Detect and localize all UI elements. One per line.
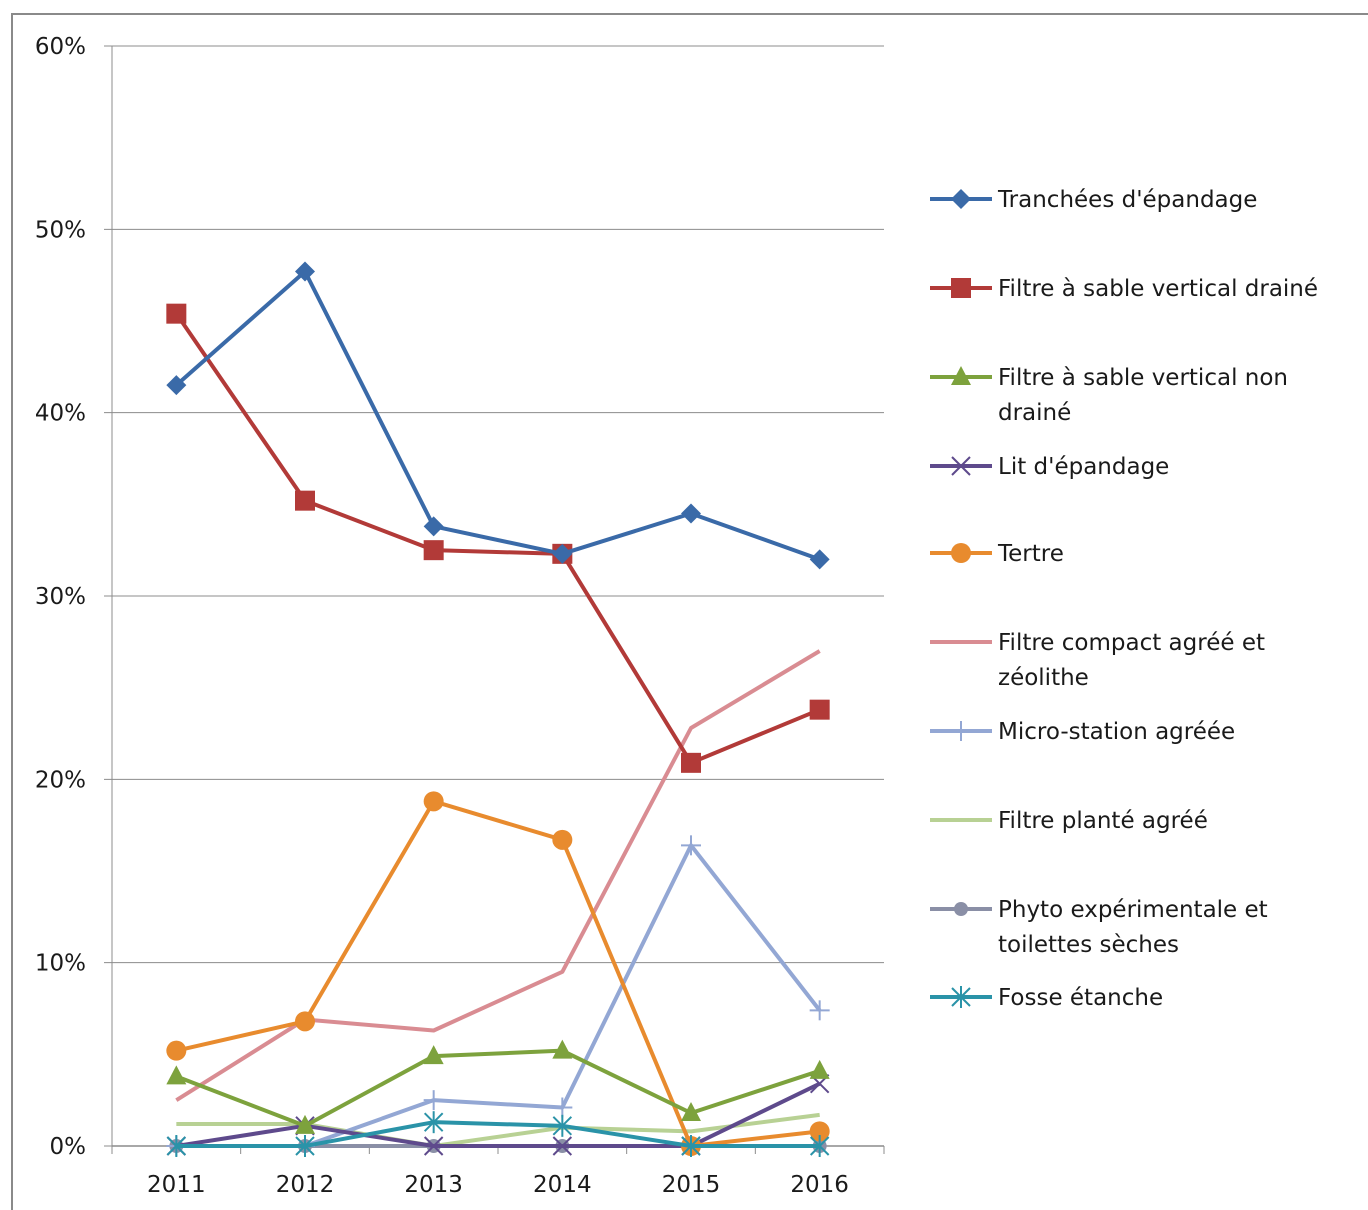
- series-line: [175, 649, 821, 1102]
- gridlines: [104, 45, 884, 1147]
- legend-item: Fosse étanche: [930, 985, 1163, 1011]
- data-point: [809, 1059, 830, 1079]
- series-4: [166, 791, 830, 1156]
- y-tick-label: 10%: [35, 951, 86, 977]
- x-tick-label: 2012: [276, 1172, 335, 1198]
- x-tick-label: 2014: [533, 1172, 592, 1198]
- y-tick-label: 0%: [50, 1134, 87, 1160]
- legend-label: Tranchées d'épandage: [997, 187, 1257, 213]
- legend-label: drainé: [998, 400, 1071, 426]
- data-point: [681, 1102, 701, 1121]
- axes: 0% 10% 20% 30% 40% 50% 60% 2011 2012 2013 2014 2015…: [35, 34, 885, 1198]
- data-point: [166, 1040, 187, 1061]
- legend-label: Phyto expérimentale et: [998, 897, 1268, 923]
- legend: Tranchées d'épandage Filtre à sable verti…: [930, 187, 1318, 1011]
- legend-label: Filtre compact agréé et: [998, 630, 1265, 656]
- data-point: [295, 261, 315, 282]
- legend-marker: [951, 721, 971, 741]
- data-point: [166, 1135, 187, 1157]
- data-point: [809, 1121, 830, 1142]
- legend-label: Fosse étanche: [998, 985, 1163, 1011]
- legend-item: Filtre à sable vertical non drainé: [930, 365, 1288, 426]
- legend-marker: [954, 902, 968, 916]
- legend-item: Filtre planté agréé: [930, 808, 1208, 834]
- data-point: [681, 503, 701, 524]
- x-tick-label: 2011: [147, 1172, 206, 1198]
- y-tick-label: 40%: [35, 401, 86, 427]
- series-7: [176, 1112, 820, 1148]
- series-line: [176, 1112, 820, 1148]
- x-tick-label: 2013: [404, 1172, 463, 1198]
- data-point: [552, 1114, 573, 1137]
- data-point: [681, 835, 701, 856]
- legend-label: Tertre: [997, 541, 1064, 567]
- data-point: [552, 1136, 573, 1156]
- data-point: [809, 549, 830, 570]
- series-5: [175, 649, 821, 1102]
- x-tick-label: 2016: [790, 1172, 849, 1198]
- legend-item: Tertre: [930, 541, 1064, 567]
- data-point: [809, 1000, 830, 1021]
- legend-item: Lit d'épandage: [930, 454, 1169, 480]
- data-point: [423, 1111, 444, 1134]
- series-line: [176, 1081, 821, 1148]
- data-point: [423, 516, 444, 537]
- series-line: [175, 269, 821, 562]
- y-tick-label: 50%: [35, 217, 86, 243]
- series-line: [174, 312, 821, 765]
- data-point: [552, 829, 573, 850]
- legend-label: Lit d'épandage: [998, 454, 1169, 480]
- data-point: [809, 699, 830, 720]
- data-point: [809, 1135, 830, 1157]
- y-tick-label: 60%: [35, 34, 86, 60]
- legend-marker: [951, 278, 971, 298]
- data-point: [423, 1045, 444, 1065]
- legend-item: Filtre à sable vertical drainé: [930, 276, 1318, 302]
- legend-label: Filtre à sable vertical drainé: [998, 276, 1318, 302]
- legend-marker: [951, 456, 971, 476]
- data-point: [166, 1065, 187, 1085]
- series-6: [166, 835, 830, 1156]
- data-point: [423, 540, 444, 561]
- series-line: [175, 799, 820, 1148]
- series-9: [166, 1111, 830, 1157]
- legend-label: Filtre planté agréé: [998, 808, 1208, 834]
- legend-label: Filtre à sable vertical non: [998, 365, 1288, 391]
- data-point: [423, 1136, 444, 1156]
- series-lines: [166, 261, 830, 1157]
- x-tick-label: 2015: [662, 1172, 721, 1198]
- data-point: [295, 1135, 315, 1157]
- legend-item: Filtre compact agréé et zéolithe: [930, 630, 1265, 691]
- series-0: [166, 261, 830, 570]
- data-point: [681, 1135, 701, 1157]
- legend-marker: [951, 189, 971, 209]
- legend-marker: [951, 543, 971, 563]
- data-point: [295, 1011, 315, 1032]
- legend-marker: [951, 366, 971, 385]
- data-point: [166, 375, 187, 396]
- legend-label: Micro-station agréée: [998, 719, 1235, 745]
- series-line: [176, 1120, 820, 1148]
- data-point: [295, 1114, 315, 1134]
- data-point: [552, 543, 573, 564]
- data-point: [552, 1097, 573, 1118]
- data-point: [166, 303, 187, 324]
- data-point: [295, 490, 315, 511]
- legend-item: Tranchées d'épandage: [930, 187, 1257, 213]
- legend-item: Phyto expérimentale et toilettes sèches: [930, 897, 1268, 958]
- data-point: [552, 1039, 573, 1059]
- y-tick-label: 30%: [35, 584, 86, 610]
- chart-frame: [11, 13, 1368, 1210]
- data-point: [423, 791, 444, 812]
- series-2: [166, 1039, 830, 1134]
- y-tick-label: 20%: [35, 767, 86, 793]
- legend-label: toilettes sèches: [998, 932, 1179, 958]
- data-point: [423, 1090, 444, 1111]
- legend-item: Micro-station agréée: [930, 719, 1235, 745]
- data-point: [681, 752, 701, 773]
- series-line: [175, 1048, 821, 1128]
- legend-marker: [951, 986, 971, 1008]
- legend-label: zéolithe: [998, 665, 1089, 691]
